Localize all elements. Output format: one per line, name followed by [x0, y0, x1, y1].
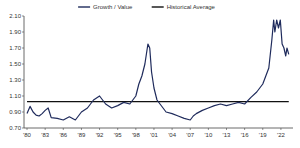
series-line [27, 20, 289, 120]
x-axis [24, 128, 293, 129]
x-tick-label: '95 [114, 132, 122, 138]
y-tick-label: 1.90 [9, 29, 21, 35]
chart: 0.70 0.90 1.10 1.30 1.50 1.70 1.90 2.10 '80 '83 '8… [0, 0, 300, 148]
y-tick [22, 48, 24, 49]
x-tick-label: '01 [150, 132, 158, 138]
y-tick [22, 80, 24, 81]
x-tick [244, 128, 245, 130]
x-tick-label: '80 [23, 132, 31, 138]
legend-swatch [152, 6, 164, 7]
y-tick [22, 16, 24, 17]
x-tick [135, 128, 136, 130]
y-tick [22, 96, 24, 97]
x-tick [226, 128, 227, 130]
y-tick-label: 1.50 [9, 61, 21, 67]
legend: Growth / Value Historical Average [78, 4, 216, 10]
x-tick [208, 128, 209, 130]
y-tick-label: 1.70 [9, 45, 21, 51]
y-tick-label: 0.70 [9, 125, 21, 131]
x-tick [172, 128, 173, 130]
y-tick [22, 128, 24, 129]
y-tick-label: 0.90 [9, 109, 21, 115]
x-tick-label: '98 [132, 132, 140, 138]
x-tick-label: '89 [78, 132, 86, 138]
x-tick-label: '04 [168, 132, 176, 138]
legend-label: Growth / Value [93, 4, 133, 10]
x-tick-label: '22 [277, 132, 285, 138]
y-tick-label: 1.30 [9, 77, 21, 83]
x-tick-label: '07 [186, 132, 194, 138]
y-axis [24, 16, 25, 128]
y-tick-label: 1.10 [9, 93, 21, 99]
x-tick-label: '83 [41, 132, 49, 138]
x-tick-label: '10 [204, 132, 212, 138]
x-tick [262, 128, 263, 130]
x-tick-label: '13 [223, 132, 231, 138]
x-tick [117, 128, 118, 130]
x-tick [153, 128, 154, 130]
y-tick [22, 32, 24, 33]
legend-label: Historical Average [167, 4, 216, 10]
x-tick [63, 128, 64, 130]
y-tick [22, 112, 24, 113]
y-tick-label: 2.10 [9, 13, 21, 19]
x-tick-label: '92 [96, 132, 104, 138]
x-tick [190, 128, 191, 130]
x-tick [45, 128, 46, 130]
x-tick [27, 128, 28, 130]
x-tick-label: '19 [259, 132, 267, 138]
x-tick [99, 128, 100, 130]
legend-swatch [78, 6, 90, 7]
y-tick [22, 64, 24, 65]
x-tick [81, 128, 82, 130]
plot-area [27, 20, 289, 120]
x-tick [280, 128, 281, 130]
x-tick-label: '16 [241, 132, 249, 138]
x-tick-label: '86 [59, 132, 67, 138]
